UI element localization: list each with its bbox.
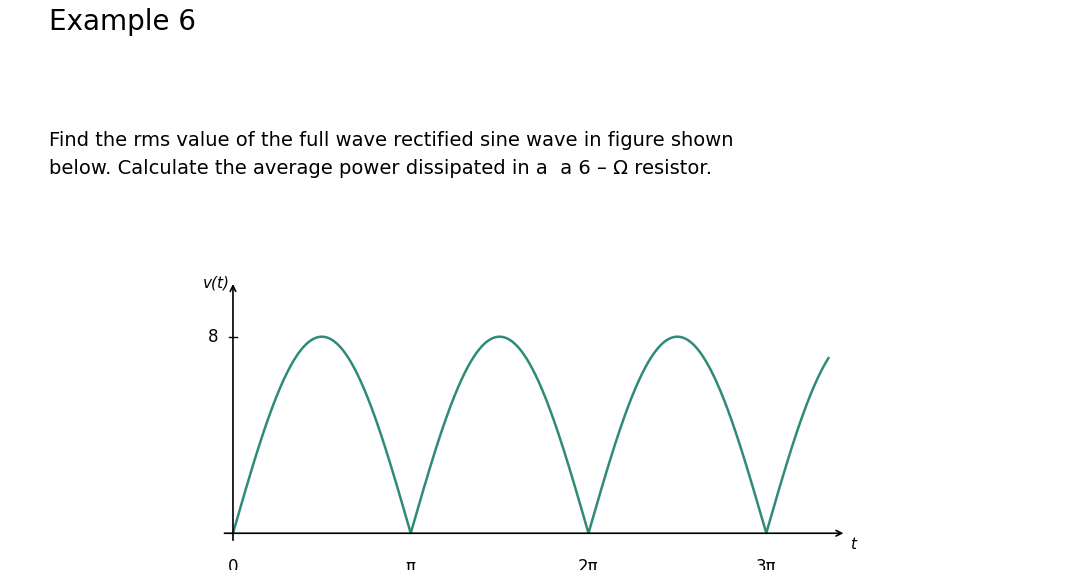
- Text: Find the rms value of the full wave rectified sine wave in figure shown
below. C: Find the rms value of the full wave rect…: [49, 131, 733, 178]
- Text: t: t: [850, 537, 855, 552]
- Text: 3π: 3π: [756, 558, 777, 570]
- Text: 0: 0: [228, 558, 239, 570]
- Text: 2π: 2π: [578, 558, 598, 570]
- Text: Example 6: Example 6: [49, 8, 195, 36]
- Text: π: π: [406, 558, 416, 570]
- Text: v(t): v(t): [203, 276, 230, 291]
- Text: 8: 8: [208, 328, 218, 345]
